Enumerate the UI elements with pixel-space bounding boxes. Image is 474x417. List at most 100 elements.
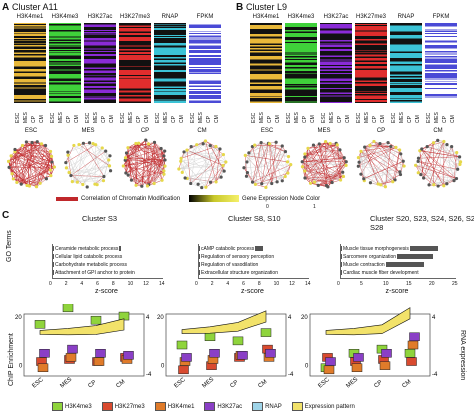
network-edge [304,149,340,155]
network-edge [8,167,30,187]
network-node [359,149,363,153]
network-edge [373,141,393,182]
network-edge [131,174,165,181]
network-edge [135,143,166,167]
heatmap-stage-label: CP [442,116,448,123]
go-tick-label: 2 [210,281,214,287]
network-edge [359,147,397,163]
network-edge [261,142,277,184]
network-node [260,182,264,186]
expression-band [325,307,411,336]
go-term-label: Attachment of GPI anchor to protein [54,269,136,276]
chip-box [381,349,392,358]
network-node [456,167,460,171]
network-edge [181,146,217,159]
go-tick-label: 4 [226,281,230,287]
heatmap-column [425,23,457,103]
chip-box [407,340,419,350]
heatmap-col-header: FPKM [196,14,214,20]
network-edge [453,152,457,181]
network-node [458,162,462,166]
colorbar-min: 0 [266,204,269,210]
network-edge [65,144,96,163]
network-node [121,164,125,168]
network-edge [437,140,461,162]
network-node [311,143,316,147]
network-edge [178,161,226,170]
network-edge [304,157,315,183]
network-edge [190,183,202,188]
panel-a-letter: A [2,2,10,13]
rna-ytick: 4 [432,315,436,321]
heatmap-stage-label: CP [31,116,37,123]
chip-box [181,353,192,362]
network-edge [182,140,206,173]
network-edge [420,174,444,186]
network-edge [420,169,458,175]
network-edge [246,176,262,184]
heatmap-stage-label: CM [179,115,185,123]
network-node [274,140,278,144]
network-edge [360,151,393,182]
heatmap-stage-label: MES [93,112,99,123]
heatmap-stage-label: CP [267,116,273,123]
heatmap-column [189,23,221,103]
network-edge [8,161,51,171]
network-node [182,150,186,154]
network-edge [72,143,94,182]
network-node [134,183,138,187]
network-edge [70,150,106,176]
legend-swatch [52,402,63,411]
network-edge [304,177,341,181]
heatmap-stage-label: CM [415,115,421,123]
network-edge [135,143,165,175]
network-node [280,144,284,148]
network-edge [360,146,391,152]
chip-stage-label: CP [373,380,383,390]
chip-box [406,357,417,366]
network-edge [154,142,166,167]
network-graph [121,138,167,188]
network-node [338,148,342,152]
network-edge [14,151,37,187]
network-graph [356,139,406,189]
network-edge [66,147,103,169]
network-node [416,156,421,160]
chip-box [353,353,364,362]
legend-item: RNAP [252,402,282,411]
go-tick-label: 8 [257,281,261,287]
network-edge [304,176,344,179]
network-edge [252,176,286,183]
network-node [398,170,402,174]
chip-stage-label: CM [257,379,268,390]
network-edge [364,147,386,187]
chip-box [67,344,78,354]
network-node [159,146,163,151]
network-edge [41,143,52,157]
network-node [35,140,39,144]
network-edge [135,143,165,172]
network-node [450,145,454,149]
network-node [163,158,167,162]
network-node [39,142,44,146]
network-node [286,154,291,159]
chip-box [237,351,248,360]
network-node [50,160,54,164]
chip-stage-label: MES [201,377,215,390]
network-edge [185,165,224,179]
network-edge [319,143,333,183]
network-edge [8,161,22,185]
heatmap-stage-label: ESC [50,112,56,123]
network-node [189,181,193,186]
network-node [425,145,429,149]
chip-box [93,357,105,366]
network-node [402,164,406,168]
network-node [146,142,151,146]
heatmap-stage-label: MES [58,112,64,123]
go-panel-title: Cluster S3 [82,214,118,223]
network-node [25,183,29,188]
network-edge [29,175,51,187]
network-edge [285,151,291,165]
network-edge [31,142,52,157]
expression-band [39,318,125,336]
